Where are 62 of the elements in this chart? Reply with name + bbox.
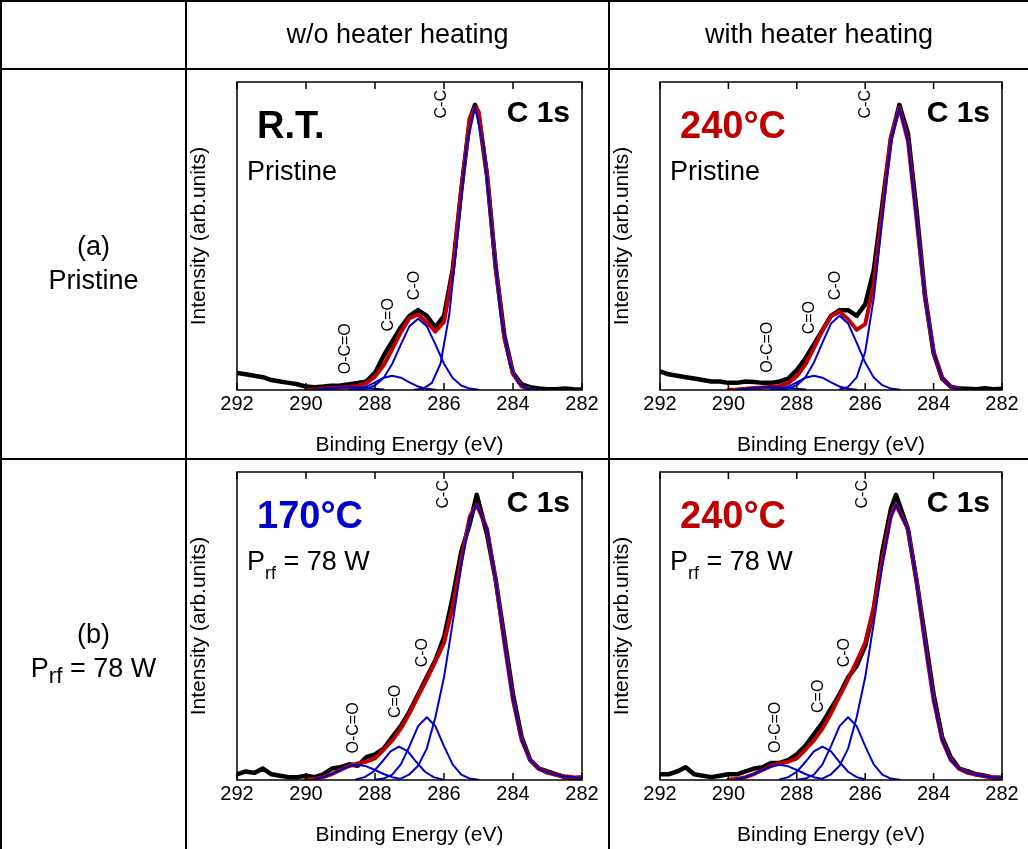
- x-tick-label: 292: [643, 781, 677, 804]
- x-tick-label: 286: [427, 391, 461, 414]
- x-tick-label: 284: [496, 391, 530, 414]
- y-axis-title: Intensity (arb.units): [186, 146, 210, 326]
- x-tick-label: 282: [985, 391, 1019, 414]
- x-axis-title: Binding Energy (eV): [737, 432, 925, 456]
- x-axis-title: Binding Energy (eV): [315, 822, 504, 846]
- x-tick-label: 284: [916, 391, 951, 414]
- annotation: 240°C: [680, 494, 787, 536]
- y-axis-title: Intensity (arb.units): [609, 536, 633, 716]
- x-tick-label: 292: [220, 391, 254, 414]
- x-tick-label: 284: [496, 781, 530, 804]
- x-tick-label: 290: [711, 781, 746, 804]
- x-tick-label: 288: [780, 781, 814, 804]
- x-axis-title: Binding Energy (eV): [315, 432, 504, 456]
- annotation: Pristine: [247, 156, 338, 186]
- x-tick-label: 292: [220, 781, 254, 804]
- annotation: C 1s: [926, 485, 991, 518]
- annotation: C=O: [385, 684, 403, 719]
- x-tick-label: 292: [643, 391, 677, 414]
- annotation: C-O: [834, 638, 852, 668]
- annotation: C=O: [378, 298, 396, 332]
- annotation: C-C: [856, 90, 874, 119]
- annotation: C=O: [808, 679, 826, 713]
- annotation: C 1s: [926, 95, 991, 128]
- annotation: C-C: [853, 480, 871, 509]
- annotation: O-C=O: [344, 702, 362, 754]
- x-tick-label: 286: [427, 781, 461, 804]
- annotation: Pristine: [670, 156, 761, 186]
- x-tick-label: 290: [289, 391, 323, 414]
- annotation: C 1s: [506, 485, 571, 518]
- x-tick-label: 290: [711, 391, 746, 414]
- annotation: O-C=O: [757, 321, 775, 373]
- annotation: C-O: [404, 270, 422, 301]
- chart-title: w/o heater heating: [286, 18, 509, 52]
- x-tick-label: 282: [565, 781, 599, 804]
- annotation: C-C: [433, 480, 451, 509]
- annotation: O-C=O: [766, 701, 784, 753]
- text: (a) Pristine: [48, 230, 139, 297]
- annotation: C-O: [413, 638, 431, 668]
- chart-title: with heater heating: [704, 18, 934, 52]
- annotation: 240°C: [680, 104, 787, 146]
- annotation: C-O: [825, 270, 843, 301]
- x-tick-label: 282: [985, 781, 1019, 804]
- x-tick-label: 286: [848, 781, 882, 804]
- text: (b) P$_{rf}$ = 78 W: [30, 618, 157, 691]
- annotation: O-C=O: [335, 323, 353, 375]
- annotation: R.T.: [257, 104, 325, 146]
- x-tick-label: 288: [358, 781, 392, 804]
- x-tick-label: 286: [848, 391, 882, 414]
- y-axis-title: Intensity (arb.units): [186, 536, 210, 716]
- annotation: C-C: [431, 90, 449, 119]
- annotation: 170°C: [257, 494, 364, 536]
- annotation: C 1s: [506, 95, 571, 128]
- annotation: C=O: [800, 301, 818, 335]
- x-tick-label: 290: [289, 781, 323, 804]
- x-axis-title: Binding Energy (eV): [737, 822, 925, 846]
- y-axis-title: Intensity (arb.units): [609, 146, 633, 326]
- x-tick-label: 284: [916, 781, 951, 804]
- x-tick-label: 288: [780, 391, 814, 414]
- x-tick-label: 282: [565, 391, 599, 414]
- x-tick-label: 288: [358, 391, 392, 414]
